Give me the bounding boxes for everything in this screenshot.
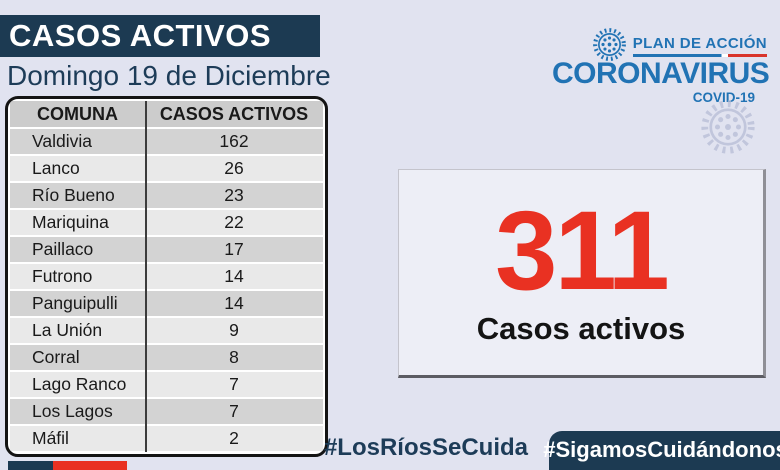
table-row: Paillaco 17 <box>10 237 323 262</box>
table-row: Lago Ranco 7 <box>10 372 323 397</box>
casos-cell: 14 <box>224 266 244 287</box>
table-row: Máfil 2 <box>10 426 323 451</box>
total-cases-value: 311 <box>495 188 670 314</box>
casos-cell: 8 <box>229 347 239 368</box>
comuna-cell: Mariquina <box>32 212 109 233</box>
title-banner: CASOS ACTIVOS <box>0 15 320 57</box>
casos-cell: 7 <box>229 374 239 394</box>
comuna-cell: Paillaco <box>32 239 94 260</box>
comuna-cell: La Unión <box>32 320 103 341</box>
comuna-cell: Máfil <box>32 427 69 448</box>
table-row: Valdivia 162 <box>10 129 323 154</box>
virus-icon <box>592 28 626 61</box>
table-row: Lanco 26 <box>10 156 323 181</box>
comuna-cell: Valdivia <box>32 131 92 152</box>
casos-cell: 14 <box>224 293 244 314</box>
table-row: Panguipulli 14 <box>10 291 323 316</box>
total-cases-card: 311 Casos activos <box>398 169 766 378</box>
comuna-cell: Los Lagos <box>32 400 113 421</box>
page-title: CASOS ACTIVOS <box>9 18 271 53</box>
table-row: Futrono 14 <box>10 264 323 289</box>
comuna-cell: Lago Ranco <box>32 374 127 394</box>
covid19-label: COVID-19 <box>692 90 755 105</box>
column-header-comuna: COMUNA <box>37 103 118 124</box>
casos-cell: 22 <box>224 212 244 233</box>
casos-cell: 17 <box>224 239 244 260</box>
comuna-cell: Futrono <box>32 266 93 287</box>
casos-cell: 2 <box>229 427 239 448</box>
plan-de-accion-block: PLAN DE ACCIÓN <box>632 35 767 57</box>
comuna-cell: Panguipulli <box>32 293 118 314</box>
date-subtitle: Domingo 19 de Diciembre <box>7 60 331 91</box>
total-cases-label: Casos activos <box>476 310 686 346</box>
virus-watermark-icon <box>701 100 755 154</box>
chile-flag-bar <box>8 461 127 470</box>
flag-bar-red-segment <box>53 461 127 470</box>
casos-cell: 9 <box>229 320 239 341</box>
column-header-casos: CASOS ACTIVOS <box>159 103 309 124</box>
comuna-cell: Lanco <box>32 158 80 179</box>
coronavirus-logo: PLAN DE ACCIÓN CORONAVIRUS COVID-19 <box>552 26 770 105</box>
table-row: Los Lagos 7 <box>10 399 323 424</box>
hashtag-losrios: #LosRíosSeCuida <box>323 434 528 461</box>
hashtag-sigamos-banner: #SigamosCuidándonos <box>543 431 780 470</box>
coronavirus-wordmark: CORONAVIRUS <box>552 57 770 90</box>
table-row: La Unión 9 <box>10 318 323 343</box>
table-column-divider <box>145 101 147 452</box>
cases-table: COMUNA CASOS ACTIVOS Valdivia 162 Lanco … <box>5 96 328 457</box>
chile-flag-underline <box>632 54 767 57</box>
casos-cell: 162 <box>219 131 249 152</box>
casos-cell: 26 <box>224 158 244 179</box>
comuna-cell: Río Bueno <box>32 185 115 206</box>
comuna-cell: Corral <box>32 347 80 368</box>
table-row: Río Bueno 23 <box>10 183 323 208</box>
flag-bar-navy-segment <box>8 461 53 470</box>
logo-top-row: PLAN DE ACCIÓN <box>552 26 767 61</box>
table-header-row: COMUNA CASOS ACTIVOS <box>10 101 323 127</box>
plan-de-accion-label: PLAN DE ACCIÓN <box>632 35 767 52</box>
casos-cell: 7 <box>229 400 239 421</box>
casos-cell: 23 <box>224 185 244 206</box>
hashtag-sigamos: #SigamosCuidándonos <box>543 436 780 462</box>
table-row: Mariquina 22 <box>10 210 323 235</box>
table-row: Corral 8 <box>10 345 323 370</box>
